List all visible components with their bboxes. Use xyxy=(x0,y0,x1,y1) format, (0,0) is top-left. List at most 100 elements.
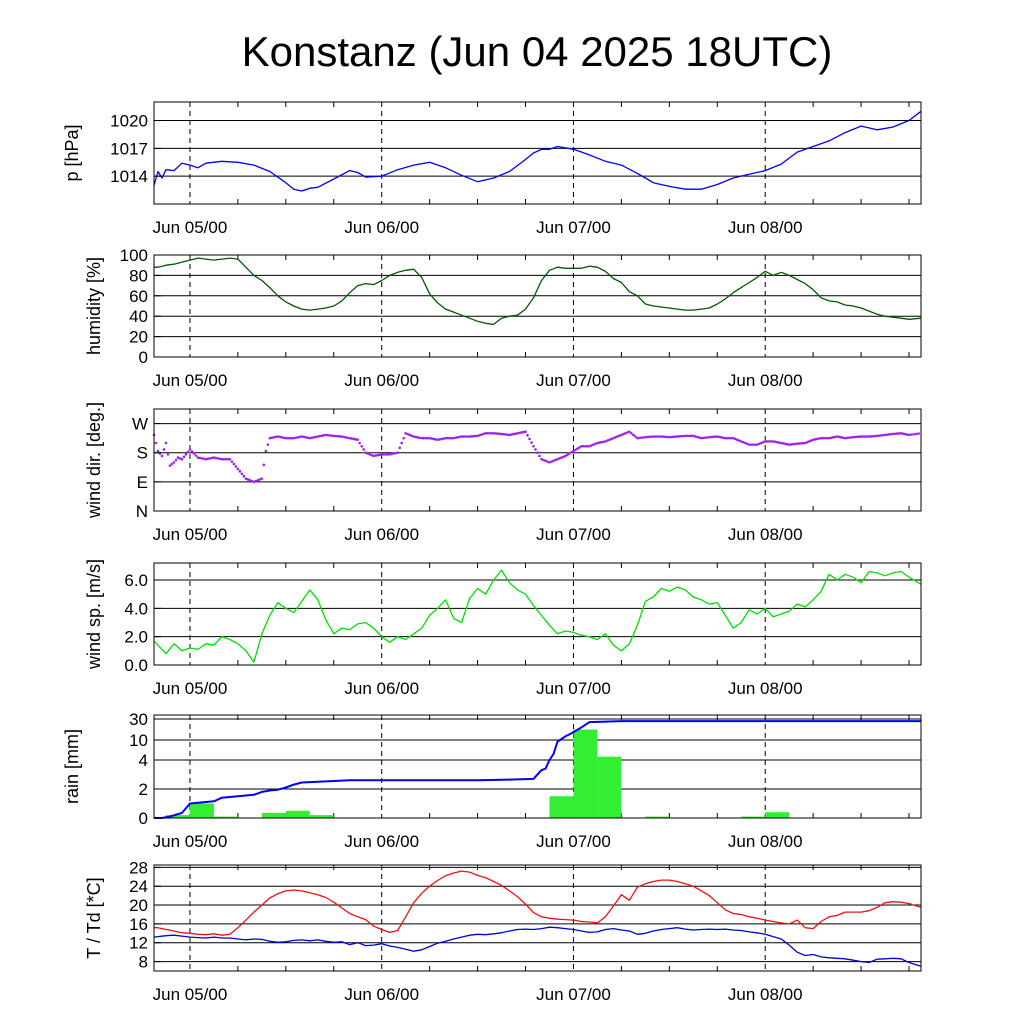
wind-dir-point xyxy=(356,438,360,442)
wind-dir-point xyxy=(875,434,879,438)
wind-dir-point xyxy=(799,442,803,445)
wind-dir-point xyxy=(272,436,276,439)
wind-dir-point xyxy=(791,442,795,446)
wind-dir-point xyxy=(216,457,220,460)
wind-dir-point xyxy=(767,440,771,443)
wind-dir-point xyxy=(474,434,477,438)
wind-dir-point xyxy=(769,440,773,443)
wind-dir-point xyxy=(763,440,767,443)
wind-dir-point xyxy=(616,435,619,438)
y-axis-label: rain [mm] xyxy=(62,729,82,804)
wind-dir-point xyxy=(715,435,719,438)
wind-dir-point xyxy=(364,451,368,455)
wind-dir-point xyxy=(592,443,595,446)
wind-dir-point xyxy=(570,451,573,454)
x-tick-label: Jun 08/00 xyxy=(728,218,803,237)
wind-dir-point xyxy=(372,454,376,458)
y-tick-label: 0 xyxy=(139,809,148,828)
wind-dir-point xyxy=(666,435,669,439)
wind-dir-point xyxy=(602,440,605,444)
wind-dir-point xyxy=(520,431,523,434)
wind-dir-point xyxy=(572,449,575,453)
wind-dir-point xyxy=(528,437,531,441)
wind-dir-point xyxy=(406,432,409,436)
wind-dir-point xyxy=(578,446,581,449)
wind-dir-point xyxy=(346,436,350,440)
y-tick-label: 1014 xyxy=(110,167,148,186)
wind-dir-point xyxy=(224,457,228,461)
wind-dir-point xyxy=(252,480,256,484)
wind-dir-point xyxy=(180,457,184,461)
wind-dir-point xyxy=(821,436,825,440)
wind-dir-point xyxy=(638,436,641,440)
wind-dir-point xyxy=(654,435,657,438)
wind-dir-point xyxy=(658,435,661,438)
x-tick-label: Jun 08/00 xyxy=(728,525,803,544)
series-line-wind-speed xyxy=(153,569,922,663)
wind-dir-point xyxy=(670,435,673,439)
wind-dir-point xyxy=(260,477,264,480)
wind-dir-point xyxy=(697,436,701,439)
x-tick-label: Jun 05/00 xyxy=(153,832,228,851)
wind-dir-point xyxy=(444,436,447,440)
wind-dir-point xyxy=(360,444,364,448)
wind-dir-point xyxy=(544,459,547,463)
wind-dir-point xyxy=(733,437,737,441)
wind-dir-point xyxy=(300,435,304,438)
wind-dir-point xyxy=(803,441,807,445)
wind-dir-point xyxy=(773,440,777,444)
wind-dir-point xyxy=(492,431,495,435)
x-tick-label: Jun 06/00 xyxy=(344,832,419,851)
wind-dir-point xyxy=(308,436,312,440)
wind-dir-point xyxy=(170,462,174,466)
wind-dir-point xyxy=(480,433,483,436)
wind-dir-point xyxy=(186,450,190,454)
wind-dir-point xyxy=(636,436,639,440)
y-tick-label: 28 xyxy=(129,858,148,877)
y-tick-label: 60 xyxy=(129,287,148,306)
wind-dir-point xyxy=(873,434,877,438)
y-tick-label: 16 xyxy=(129,915,148,934)
wind-dir-point xyxy=(678,435,681,438)
wind-dir-point xyxy=(787,443,791,446)
x-tick-label: Jun 07/00 xyxy=(536,832,611,851)
wind-dir-point xyxy=(184,453,188,456)
rain-bar xyxy=(765,812,790,818)
y-tick-label: 10 xyxy=(129,731,148,750)
wind-dir-point xyxy=(664,435,667,439)
wind-dir-point xyxy=(912,432,916,436)
wind-dir-point xyxy=(614,436,617,439)
wind-dir-point xyxy=(606,439,609,442)
wind-dir-point xyxy=(320,434,324,438)
wind-dir-point xyxy=(891,432,895,436)
wind-dir-point xyxy=(352,437,356,441)
wind-dir-point xyxy=(362,448,366,451)
wind-dir-point xyxy=(879,434,883,437)
y-axis-label: humidity [%] xyxy=(84,257,104,355)
wind-dir-point xyxy=(274,435,278,439)
wind-dir-point xyxy=(566,453,569,457)
wind-dir-point xyxy=(246,478,250,481)
wind-dir-point xyxy=(374,454,378,457)
wind-dir-point xyxy=(576,447,579,450)
wind-dir-point xyxy=(192,452,196,455)
wind-dir-point xyxy=(228,457,232,461)
wind-dir-point xyxy=(330,434,334,437)
wind-dir-point xyxy=(442,437,445,440)
wind-dir-point xyxy=(914,432,918,436)
wind-dir-point xyxy=(584,444,587,448)
wind-dir-point xyxy=(502,432,505,436)
wind-dir-point xyxy=(460,435,463,438)
wind-dir-point xyxy=(402,436,405,440)
wind-dir-point xyxy=(845,436,849,440)
wind-dir-point xyxy=(741,440,745,444)
y-tick-label: 6.0 xyxy=(124,571,148,590)
wind-dir-point xyxy=(516,431,519,435)
wind-dir-point xyxy=(340,435,344,438)
wind-dir-point xyxy=(486,431,489,435)
wind-dir-point xyxy=(843,436,847,440)
wind-dir-point xyxy=(905,433,909,436)
wind-dir-point xyxy=(458,435,461,439)
wind-dir-point xyxy=(751,443,755,446)
